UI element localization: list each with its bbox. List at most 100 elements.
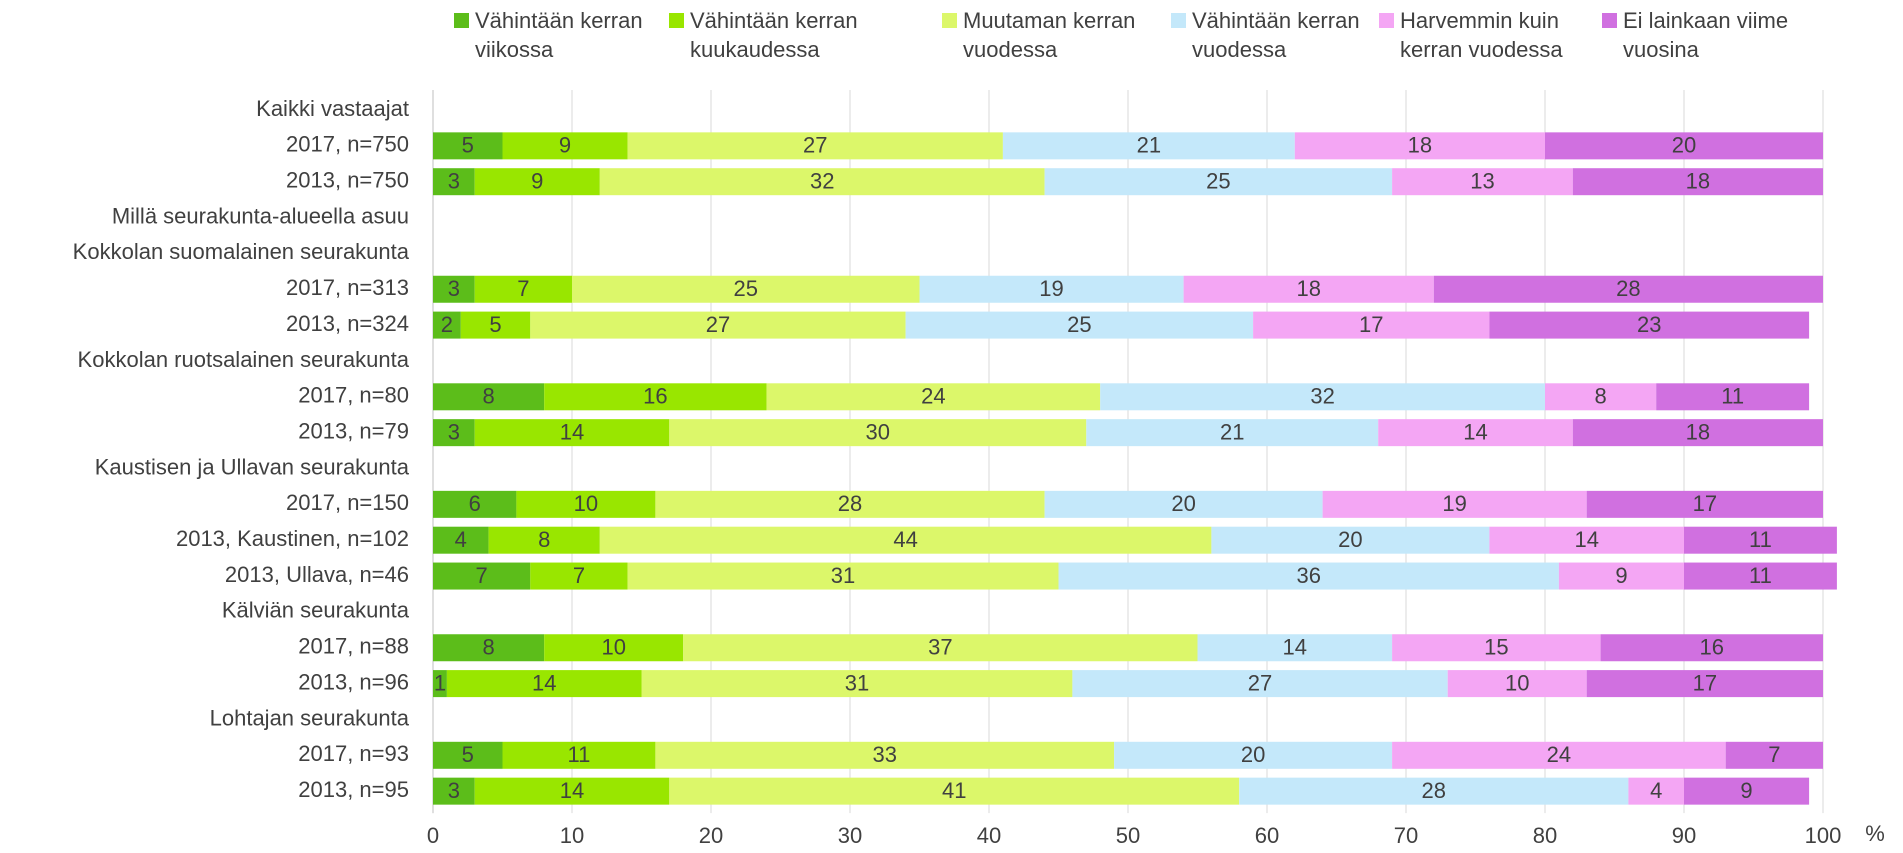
x-tick-label: 80	[1533, 823, 1557, 848]
x-tick-label: 30	[838, 823, 862, 848]
legend-item: Harvemmin kuin kerran vuodessa	[1379, 6, 1600, 64]
data-label: 36	[1296, 563, 1320, 588]
bar-segment	[1545, 383, 1657, 411]
y-tick-label: 2013, n=96	[298, 669, 409, 694]
bar-segment	[1392, 168, 1573, 196]
data-label: 9	[559, 133, 571, 158]
legend-item: Muutaman kerran vuodessa	[942, 6, 1163, 64]
y-tick-label: 2017, n=88	[298, 634, 409, 659]
data-label: 33	[873, 742, 897, 767]
y-tick-label: 2017, n=313	[286, 275, 409, 300]
data-label: 8	[1594, 384, 1606, 409]
data-label: 6	[469, 491, 481, 516]
data-label: 3	[448, 778, 460, 803]
data-label: 20	[1241, 742, 1265, 767]
bar-segment	[1044, 168, 1393, 196]
data-label: 41	[942, 778, 966, 803]
bar-segment	[1392, 741, 1726, 769]
data-label: 24	[1547, 742, 1571, 767]
bar-segment	[1725, 741, 1823, 769]
bar-segment	[627, 562, 1059, 590]
data-label: 13	[1470, 169, 1494, 194]
x-tick-label: 0	[427, 823, 439, 848]
bar-segment	[1253, 311, 1490, 339]
x-tick-label: 90	[1672, 823, 1696, 848]
bar-segment	[488, 526, 600, 554]
data-label: 9	[1740, 778, 1752, 803]
data-label: 19	[1442, 491, 1466, 516]
bar-segment	[433, 490, 517, 518]
data-label: 5	[462, 742, 474, 767]
bar-segment	[1044, 490, 1323, 518]
legend-label: Harvemmin kuin kerran vuodessa	[1400, 8, 1563, 62]
bar-segment	[502, 741, 656, 769]
data-label: 7	[517, 276, 529, 301]
data-label: 21	[1137, 133, 1161, 158]
bar-segment	[1656, 383, 1810, 411]
bar-segment	[460, 311, 531, 339]
bar-segment	[433, 562, 531, 590]
bar-segment	[1684, 526, 1837, 554]
x-tick-label: 20	[699, 823, 723, 848]
data-label: 32	[810, 169, 834, 194]
data-label: 7	[476, 563, 488, 588]
legend-label: Vähintään kerran viikossa	[475, 8, 643, 62]
data-label: 27	[803, 133, 827, 158]
bar-segment	[433, 132, 503, 160]
data-label: 24	[921, 384, 945, 409]
bar-segment	[474, 168, 600, 196]
bar-segment	[530, 311, 906, 339]
y-tick-label: 2017, n=80	[298, 383, 409, 408]
bar-segment	[1058, 562, 1559, 590]
bar-segment	[1545, 132, 1823, 160]
bar-segment	[655, 741, 1115, 769]
bar-segment	[1392, 634, 1601, 662]
bar-segment	[502, 132, 628, 160]
bar-segment	[655, 490, 1045, 518]
legend-swatch	[454, 13, 469, 28]
y-tick-label: 2013, n=324	[286, 311, 409, 336]
data-label: 18	[1408, 133, 1432, 158]
y-tick-label: Kälviän seurakunta	[222, 598, 410, 623]
y-tick-label: 2013, n=95	[298, 777, 409, 802]
bar-segment	[1183, 275, 1434, 303]
data-label: 16	[1700, 635, 1724, 660]
bar-segment	[1100, 383, 1545, 411]
y-tick-label: Kaikki vastaajat	[256, 96, 409, 121]
bar-segment	[474, 419, 670, 447]
data-label: 25	[734, 276, 758, 301]
data-label: 28	[1616, 276, 1640, 301]
legend-label: Vähintään kerran vuodessa	[1192, 8, 1360, 62]
data-label: 18	[1686, 419, 1710, 444]
bar-segment	[1558, 562, 1684, 590]
bar-segment	[1628, 777, 1684, 805]
y-tick-label: Millä seurakunta-alueella asuu	[112, 203, 409, 228]
data-label: 2	[441, 312, 453, 337]
data-label: 4	[1650, 778, 1662, 803]
data-label: 14	[1463, 419, 1487, 444]
data-label: 25	[1206, 169, 1230, 194]
bar-segment	[1489, 526, 1684, 554]
bar-segment	[446, 670, 642, 698]
data-label: 7	[573, 563, 585, 588]
x-tick-label: 60	[1255, 823, 1279, 848]
data-label: 9	[531, 169, 543, 194]
bar-segment	[1684, 562, 1837, 590]
bar-segment	[1197, 634, 1393, 662]
y-tick-label: 2013, Kaustinen, n=102	[176, 526, 409, 551]
y-tick-label: Kokkolan ruotsalainen seurakunta	[78, 347, 410, 372]
bar-segment	[1600, 634, 1823, 662]
data-label: 11	[1721, 384, 1744, 409]
legend: Vähintään kerran viikossa Vähintään kerra…	[0, 6, 1903, 76]
data-label: 20	[1672, 133, 1696, 158]
bar-segment	[641, 670, 1073, 698]
bar-segment	[1239, 777, 1629, 805]
data-label: 3	[448, 276, 460, 301]
x-axis-label: %	[1865, 821, 1885, 846]
bar-segment	[1586, 490, 1823, 518]
data-label: 11	[1749, 527, 1772, 552]
data-label: 11	[1749, 563, 1772, 588]
bar-segment	[766, 383, 1101, 411]
